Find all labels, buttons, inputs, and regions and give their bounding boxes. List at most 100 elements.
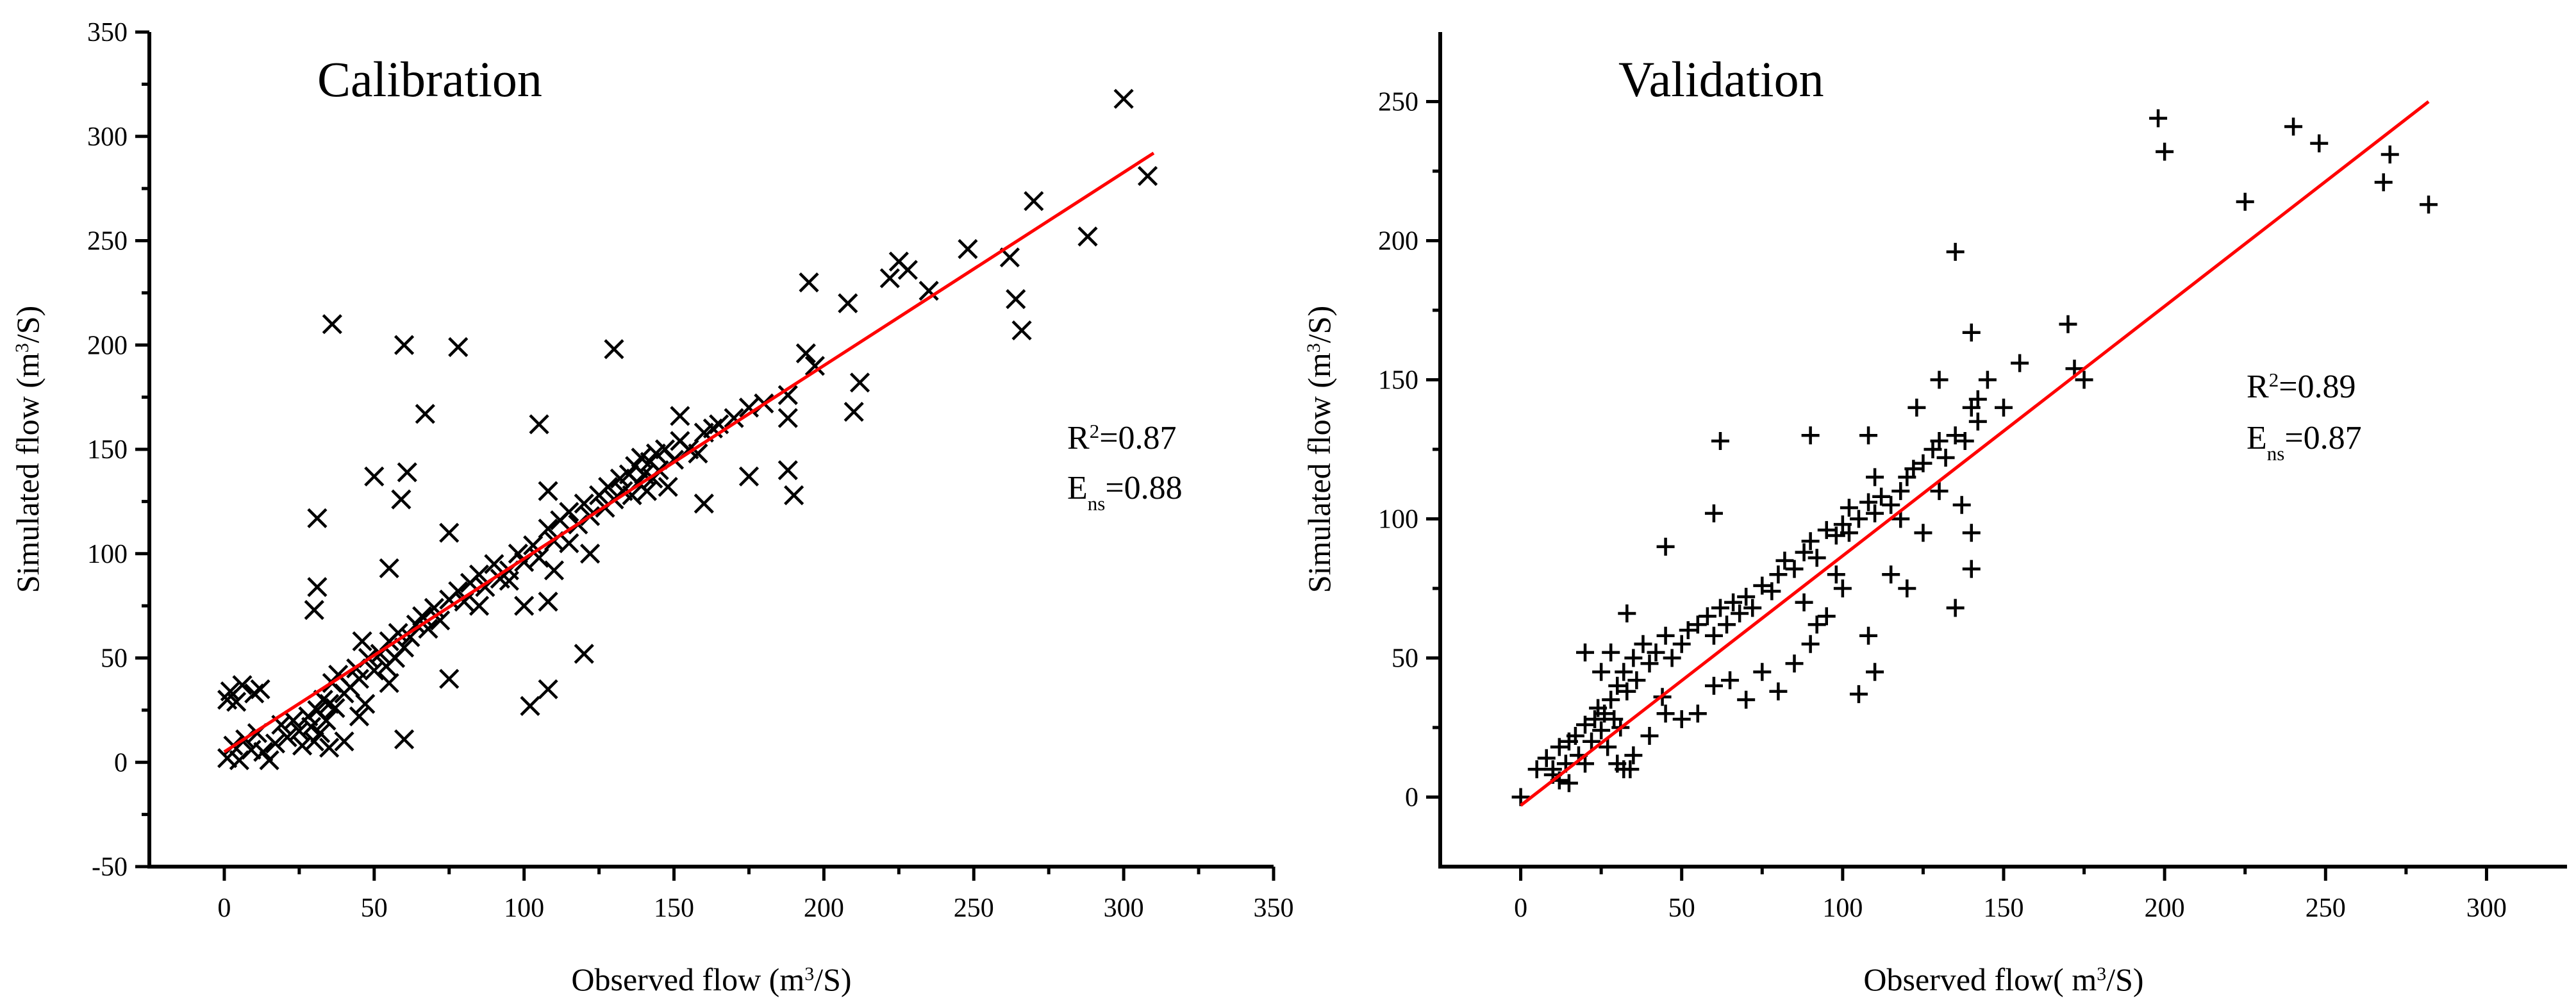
r-squared-label: R2=0.87: [1067, 420, 1177, 457]
data-point: [1849, 685, 1868, 703]
y-tick-label: -50: [92, 853, 128, 882]
data-point: [1785, 560, 1804, 578]
data-point: [379, 672, 399, 694]
y-tick-label: 300: [87, 122, 128, 152]
data-point: [1527, 760, 1546, 779]
data-point: [1956, 431, 1974, 450]
data-point: [1807, 549, 1826, 567]
data-point: [658, 476, 678, 497]
data-point: [1077, 226, 1098, 247]
data-point: [1962, 560, 1981, 578]
data-point: [1866, 468, 1884, 487]
data-point: [307, 508, 328, 529]
data-point: [1615, 760, 1633, 779]
data-point: [1711, 599, 1729, 617]
data-point: [1833, 579, 1852, 597]
data-point: [307, 577, 328, 597]
x-tick-label: 250: [954, 894, 994, 923]
data-point: [1634, 635, 1652, 653]
data-point: [1962, 323, 1981, 342]
x-tick-label: 50: [361, 894, 388, 923]
data-point: [352, 631, 372, 652]
data-point: [439, 522, 460, 543]
data-point: [1576, 754, 1595, 773]
data-point: [253, 742, 274, 762]
data-point: [1550, 738, 1568, 756]
data-point: [355, 694, 376, 714]
data-point: [379, 558, 399, 579]
ens-label: Ens=0.87: [2247, 420, 2362, 465]
x-tick-label: 50: [1668, 894, 1695, 923]
data-point: [1595, 704, 1614, 723]
data-point: [1859, 426, 1878, 445]
data-point: [544, 560, 565, 581]
data-point: [1914, 524, 1932, 542]
data-point: [1801, 426, 1820, 445]
data-point: [579, 544, 601, 564]
data-point: [1731, 604, 1749, 623]
data-point: [538, 592, 558, 612]
data-point: [1962, 524, 1981, 542]
data-point: [1599, 738, 1617, 756]
data-point: [574, 494, 594, 514]
data-point: [520, 695, 540, 716]
data-point: [1882, 495, 1900, 514]
data-point: [670, 406, 690, 426]
x-tick-label: 100: [1822, 894, 1863, 923]
axis-frame: [1438, 32, 2567, 869]
y-tick-label: 350: [87, 18, 128, 47]
data-point: [1602, 690, 1620, 709]
data-point: [1672, 635, 1691, 653]
data-point: [958, 238, 978, 260]
data-point: [334, 731, 354, 752]
data-point: [538, 679, 558, 699]
data-point: [1801, 635, 1820, 653]
data-point: [838, 293, 858, 313]
data-point: [1559, 774, 1578, 792]
data-point: [1946, 426, 1965, 445]
data-point: [1679, 621, 1697, 640]
data-point: [1618, 604, 1636, 623]
data-point: [799, 272, 819, 293]
data-point: [538, 481, 558, 501]
r-squared-label: R2=0.89: [2247, 369, 2356, 406]
data-point: [1724, 593, 1743, 612]
data-point: [694, 494, 714, 514]
y-tick-label: 250: [87, 227, 128, 256]
data-point: [559, 533, 579, 554]
validation-panel: 0 50 100 150 200 250 300 0 50 100 150 200 250 Validat…: [1301, 32, 2567, 997]
data-point: [1718, 615, 1736, 634]
data-point: [1624, 649, 1643, 667]
y-axis-label: Simulated flow (m3/S): [1301, 306, 1337, 593]
data-point: [1785, 654, 1804, 673]
data-point: [1930, 431, 1949, 450]
data-point: [1537, 749, 1556, 767]
data-point: [319, 737, 340, 758]
data-point: [277, 727, 297, 747]
ens-label: Ens=0.88: [1067, 470, 1183, 515]
data-point: [795, 343, 816, 363]
data-point: [1566, 727, 1584, 745]
data-point: [1583, 732, 1601, 751]
x-tick-label: 300: [2466, 894, 2507, 923]
data-point: [1914, 454, 1932, 472]
data-point: [523, 535, 544, 556]
data-point: [1721, 671, 1740, 690]
data-point: [1647, 643, 1665, 662]
data-point: [1817, 520, 1836, 539]
y-tick-label: 200: [87, 331, 128, 360]
data-point: [349, 706, 370, 727]
data-point: [918, 281, 939, 301]
x-axis-label: Observed flow( m3/S): [1863, 961, 2143, 997]
x-tick-label: 100: [504, 894, 544, 923]
data-point: [1827, 565, 1845, 584]
data-point: [1859, 493, 1878, 512]
data-point: [1753, 663, 1772, 681]
data-point: [1113, 88, 1134, 109]
data-point: [265, 733, 286, 754]
data-point: [1602, 643, 1620, 662]
x-tick-label: 0: [1514, 894, 1527, 923]
data-point: [1737, 588, 1756, 606]
y-tick-label: 250: [1378, 88, 1418, 117]
data-point: [304, 731, 324, 752]
